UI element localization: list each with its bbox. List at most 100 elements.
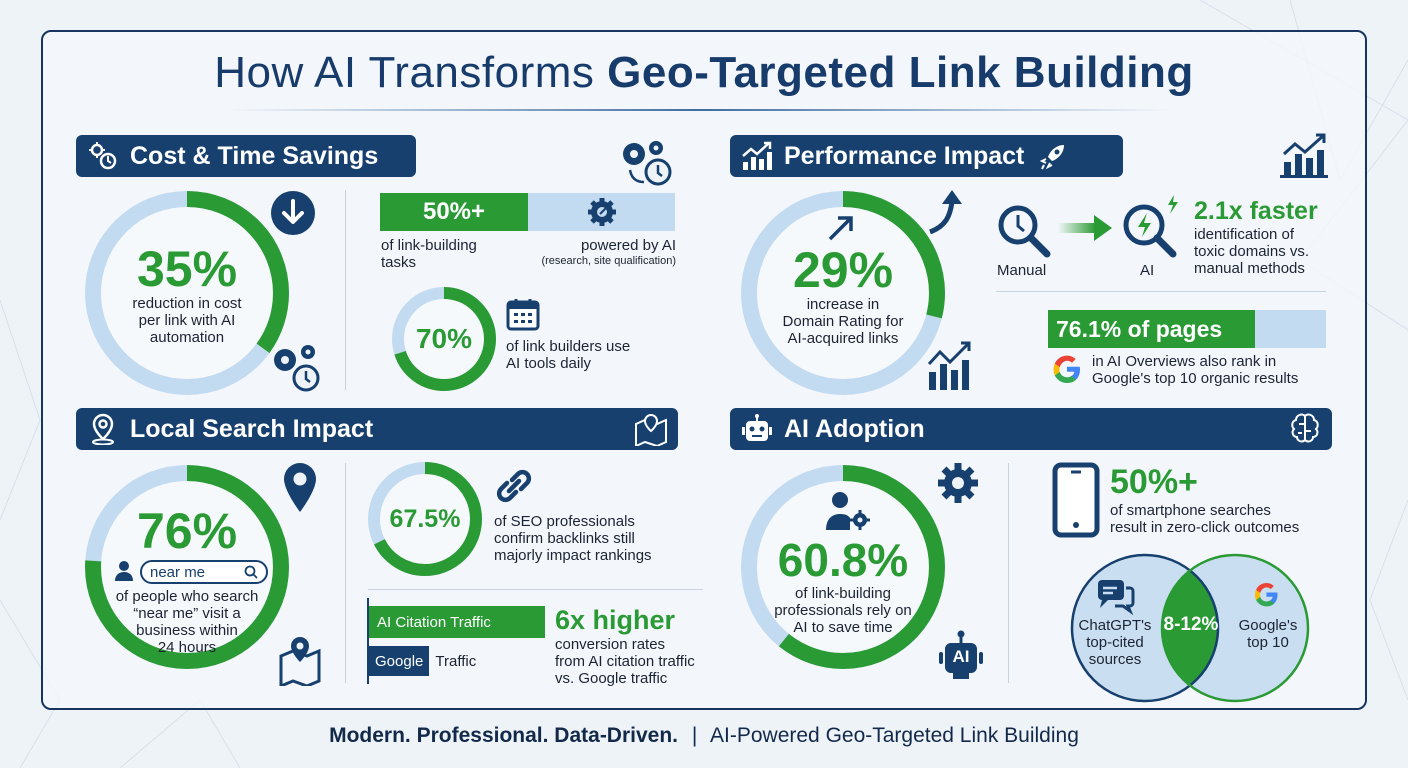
caption-line: identification of [1194,226,1295,243]
clock-magnifier-icon [998,205,1051,258]
bar-remainder [528,193,675,231]
caption-line: professionals rely on [774,602,912,619]
google-bar-label: Traffic [435,652,477,670]
stat-76-caption: of people who search “near me” visit a b… [92,588,282,656]
divider [368,589,703,590]
gears-clock-icon [274,345,320,392]
caption-line: of link-building [795,585,891,602]
caption-line: majorly impact rankings [494,547,652,564]
caption-line: Google's top 10 organic results [1092,370,1299,387]
section-title-performance: Performance Impact [784,141,1025,170]
caption-line: per link with AI [138,312,236,329]
footer-regular: AI-Powered Geo-Targeted Link Building [710,724,1079,747]
stat-value: 29% [792,242,894,298]
divider [345,190,346,390]
caption-line: toxic domains vs. [1194,243,1310,260]
donut-60-8-percent [741,465,945,669]
caption-line: automation [149,329,225,346]
curved-arrow-up-icon [929,190,962,234]
bar-remainder [1255,310,1326,348]
gear-icon [938,463,978,503]
section-header-local: Local Search Impact [76,408,678,450]
divider [996,291,1326,292]
caption-line: tasks [381,254,417,271]
caption-line: confirm backlinks still [494,530,635,547]
gears-clock-icon [86,139,120,173]
caption-line: business within [136,622,238,639]
venn-overlap-value: 8-12% [1163,614,1219,635]
divider [345,463,346,683]
chart-growth-icon [1280,133,1328,178]
location-pin-icon [86,412,120,446]
caption-subline: (research, site qualification) [541,255,676,267]
donut-29-percent [741,191,945,395]
ai-magnifier-bolt-icon [1123,195,1178,258]
bar-value: 76.1% of pages [1048,310,1255,348]
caption-line: 24 hours [157,639,217,656]
donut-70-percent [392,287,496,391]
stat-caption: reduction in cost per link with AI autom… [92,295,282,346]
gears-cycle-icon [623,141,672,186]
caption-line: powered by AI [580,237,676,254]
caption-line: from AI citation traffic [555,653,695,670]
stat-caption: increase in Domain Rating for AI-acquire… [748,296,938,347]
bar-50-percent: 50%+ [380,193,675,231]
chat-bubbles-icon [1098,580,1135,616]
bar-axis [367,598,369,684]
map-pin-icon [279,637,321,686]
footer-background [258,722,1148,756]
search-icon [244,565,258,579]
robot-body-icon [939,630,983,679]
brain-icon [1291,413,1319,443]
pages-caption: in AI Overviews also rank in Google's to… [1092,353,1332,387]
arrow-up-right-icon [828,216,853,241]
caption-line: of link-building [381,237,477,254]
footer-separator: | [691,724,698,747]
section-title-local: Local Search Impact [130,414,374,443]
smartphone-icon [1052,462,1100,538]
stat-76: 76% [136,503,238,559]
stat-67-5: 67.5% [389,505,461,533]
speed-value: 2.1x faster [1194,197,1318,225]
link-chain-icon [496,469,532,503]
footer-tagline: Modern. Professional. Data-Driven. | AI-… [0,724,1408,748]
caption-line: AI-acquired links [787,330,899,347]
venn-diagram [1070,553,1310,703]
stat-67-5-caption: of SEO professionals confirm backlinks s… [494,513,694,564]
donut-67-5-percent [368,462,482,576]
stat-29: 29% increase in Domain Rating for AI-acq… [748,244,938,347]
speed-stat: 2.1x faster identification of toxic doma… [1194,196,1354,277]
right-arrow-icon [1058,215,1112,241]
donut-35-percent [85,191,289,395]
venn-left-label: ChatGPT's top-cited sources [1060,617,1170,668]
down-arrow-icon [271,191,315,235]
caption-line: of smartphone searches [1110,502,1271,519]
location-pin-icon [284,463,316,512]
stat-value: 35% [136,241,238,297]
section-header-performance: Performance Impact [730,135,1123,177]
zero-click-value: 50%+ [1110,463,1198,501]
caption-line: result in zero-click outcomes [1110,519,1300,536]
section-header-adoption: AI Adoption [730,408,1332,450]
ai-label: AI [1140,262,1155,279]
calendar-icon [506,299,540,331]
venn-right-label: Google's top 10 [1230,617,1306,651]
title-regular: How AI Transforms [214,48,608,97]
conversion-value: 6x higher [555,605,676,635]
stat-60-8: 60.8% of link-building professionals rel… [748,535,938,636]
caption-line: of link builders use [506,338,631,355]
caption-line: “near me” visit a [133,605,241,622]
caption-line: in AI Overviews also rank in [1092,353,1277,370]
ai-robot-badge-icon: AI [938,630,984,684]
conversion-stat: 6x higher conversion rates from AI citat… [555,604,725,687]
user-icon [115,561,133,581]
caption-line: top 10 [1247,634,1289,651]
google-logo-icon [1053,355,1080,383]
title-bold: Geo-Targeted Link Building [607,48,1194,97]
caption-line: conversion rates [555,636,666,653]
bar-value: 50%+ [380,193,528,231]
user-gear-icon [826,492,870,530]
caption-line: Domain Rating for [782,313,904,330]
title-divider [230,109,1170,111]
caption-line: reduction in cost [132,295,242,312]
